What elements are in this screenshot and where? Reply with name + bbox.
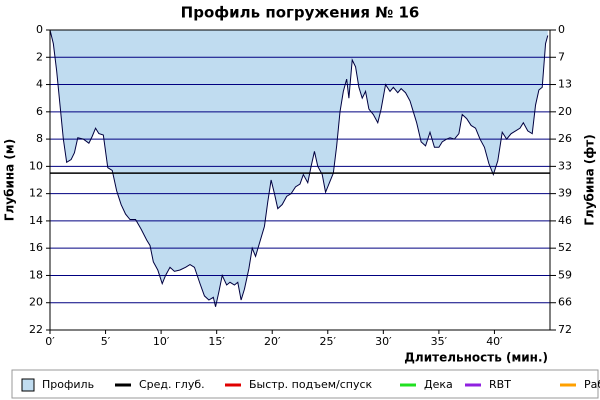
legend-label: Раб.	[584, 378, 600, 391]
x-tick-label: 0′	[45, 335, 55, 348]
y-tick-label: 18	[29, 268, 43, 281]
y-tick-label: 6	[36, 105, 43, 118]
y-tick-label: 10	[29, 159, 43, 172]
y2-tick-label: 52	[558, 241, 572, 254]
y-tick-label: 14	[29, 214, 43, 227]
profile-area	[50, 30, 548, 307]
y2-tick-label: 13	[558, 78, 572, 91]
x-tick-label: 25′	[320, 335, 337, 348]
legend-swatch	[21, 378, 35, 392]
y2-tick-label: 7	[558, 50, 565, 63]
x-tick-label: 15′	[208, 335, 225, 348]
y-tick-label: 2	[36, 50, 43, 63]
y2-tick-label: 0	[558, 23, 565, 36]
x-tick-label: 10′	[153, 335, 170, 348]
x-tick-label: 40′	[486, 335, 503, 348]
y2-tick-label: 46	[558, 214, 572, 227]
y2-tick-label: 39	[558, 187, 572, 200]
x-tick-label: 35′	[431, 335, 448, 348]
profile-line	[49, 29, 549, 307]
y-axis-label: Глубина (м)	[3, 139, 17, 221]
chart-title: Профиль погружения № 16	[181, 4, 420, 22]
legend-label: Быстр. подъем/спуск	[249, 378, 373, 391]
y-tick-label: 20	[29, 296, 43, 309]
y-tick-label: 0	[36, 23, 43, 36]
y2-tick-label: 66	[558, 296, 572, 309]
legend-label: Дека	[424, 378, 453, 391]
legend-label: RBT	[489, 378, 511, 391]
y2-tick-label: 26	[558, 132, 572, 145]
y-tick-label: 22	[29, 323, 43, 336]
y-tick-label: 12	[29, 187, 43, 200]
y2-tick-label: 72	[558, 323, 572, 336]
legend-box	[11, 369, 599, 399]
legend-label: Профиль	[42, 378, 94, 391]
x-tick-label: 5′	[101, 335, 111, 348]
x-tick-label: 20′	[264, 335, 281, 348]
legend-label: Сред. глуб.	[139, 378, 205, 391]
y2-tick-label: 33	[558, 159, 572, 172]
y2-axis-label: Глубина (фт)	[583, 134, 597, 225]
y2-tick-label: 20	[558, 105, 572, 118]
y2-tick-label: 59	[558, 268, 572, 281]
x-axis-label: Длительность (мин.)	[404, 351, 548, 365]
y-tick-label: 16	[29, 241, 43, 254]
plot-border	[49, 29, 551, 331]
y-tick-label: 8	[36, 132, 43, 145]
x-tick-label: 30′	[375, 335, 392, 348]
y-tick-label: 4	[36, 78, 43, 91]
